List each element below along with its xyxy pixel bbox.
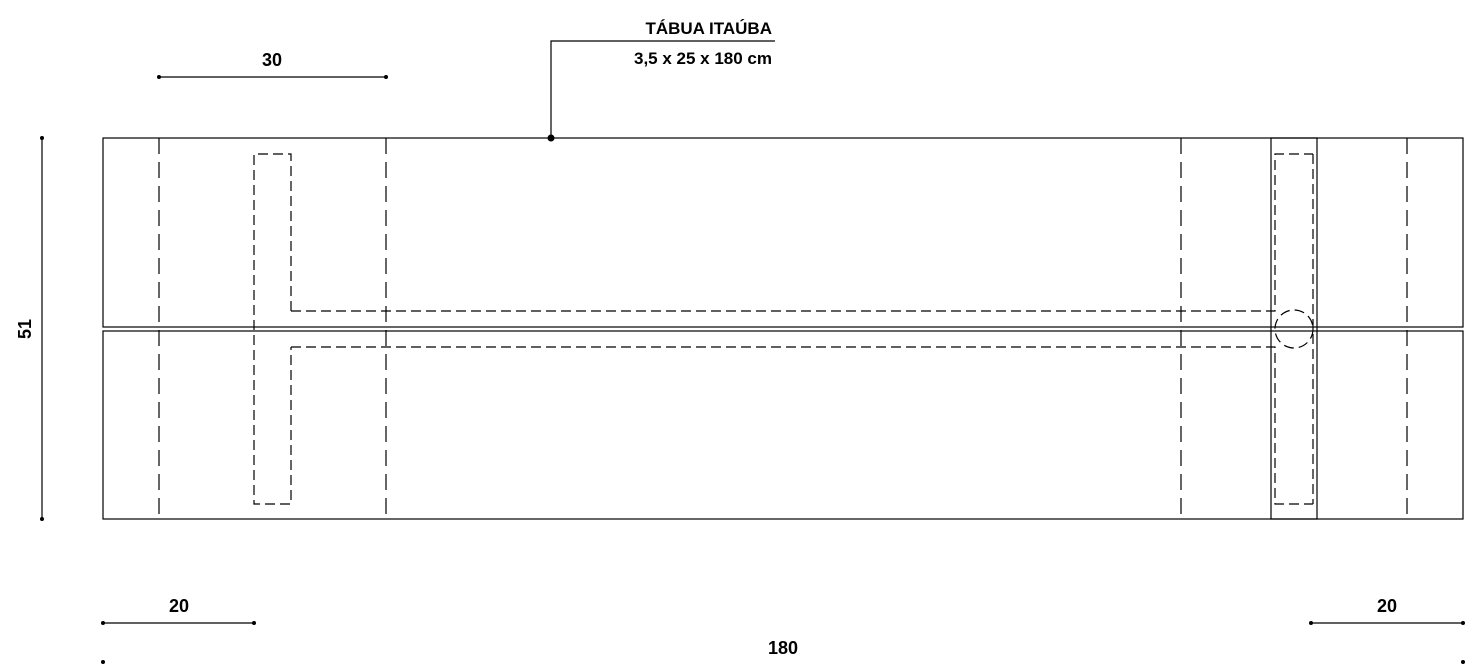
stretcher-bottom bbox=[291, 346, 1313, 505]
bolt-circle bbox=[1274, 309, 1314, 349]
dimension-height: 51 bbox=[15, 136, 44, 521]
dimension-total-length-value: 180 bbox=[768, 638, 798, 658]
stretchers bbox=[291, 153, 1313, 505]
leader-line bbox=[550, 40, 775, 138]
dimension-top-span: 30 bbox=[157, 50, 388, 79]
board-top bbox=[102, 137, 1464, 328]
stretcher-top bbox=[291, 153, 1313, 312]
dimension-left-span: 20 bbox=[101, 596, 256, 625]
dimension-total-length: 180 bbox=[101, 638, 1465, 664]
dimension-left-span-value: 20 bbox=[169, 596, 189, 616]
material-title: TÁBUA ITAÚBA bbox=[645, 19, 772, 38]
dimension-top-span-value: 30 bbox=[262, 50, 282, 70]
material-size: 3,5 x 25 x 180 cm bbox=[634, 49, 772, 68]
support-lines bbox=[158, 138, 1408, 519]
board-bottom bbox=[102, 330, 1464, 520]
right-leg bbox=[1270, 137, 1318, 520]
dimension-right-span-value: 20 bbox=[1377, 596, 1397, 616]
boards bbox=[102, 137, 1464, 520]
left-leg-frame bbox=[253, 153, 292, 505]
leader-dot bbox=[547, 134, 555, 142]
right-leg-outline bbox=[1270, 137, 1318, 520]
dimension-height-value: 51 bbox=[15, 319, 35, 339]
material-label: TÁBUA ITAÚBA 3,5 x 25 x 180 cm bbox=[547, 19, 775, 142]
left-leg-upper bbox=[253, 153, 292, 505]
dimension-right-span: 20 bbox=[1309, 596, 1465, 625]
